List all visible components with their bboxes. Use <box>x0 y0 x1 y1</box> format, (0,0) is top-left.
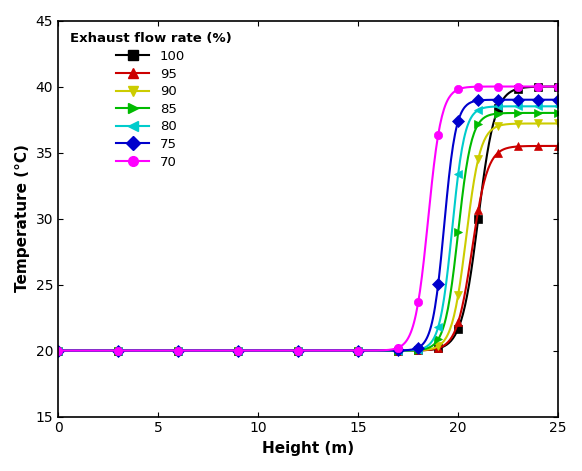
Y-axis label: Temperature (°C): Temperature (°C) <box>15 145 30 292</box>
X-axis label: Height (m): Height (m) <box>262 441 354 456</box>
Legend: 100, 95, 90, 85, 80, 75, 70: 100, 95, 90, 85, 80, 75, 70 <box>65 27 237 174</box>
